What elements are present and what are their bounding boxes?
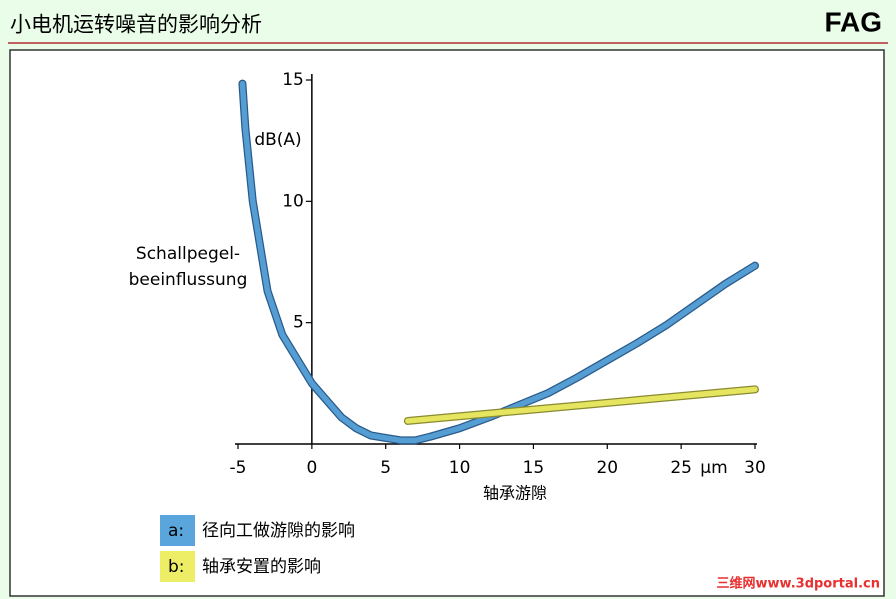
- line: [405, 386, 758, 424]
- panel: [9, 49, 885, 597]
- x-tick-label: 5: [380, 458, 391, 478]
- y-axis-label: beeinflussung: [129, 270, 248, 290]
- x-axis-label: 轴承游隙: [483, 484, 547, 503]
- line: [239, 80, 758, 444]
- y-tick-label: 10: [282, 191, 304, 211]
- y-unit: dB(A): [254, 130, 301, 150]
- x-tick-label: 0: [306, 458, 317, 478]
- legend-label: 轴承安置的影响: [202, 557, 321, 577]
- y-tick-label: 15: [282, 70, 304, 90]
- page-title: 小电机运转噪音的影响分析: [10, 13, 262, 37]
- legend-label: 径向工做游隙的影响: [202, 521, 355, 541]
- x-tick-label: 25: [670, 458, 692, 478]
- logo: FAG: [824, 6, 882, 37]
- y-axis-label: Schallpegel-: [136, 244, 240, 264]
- legend-swatch: [160, 551, 195, 582]
- watermark: 三维网www.3dportal.cn: [717, 576, 880, 592]
- legend-key: b:: [168, 557, 185, 577]
- x-tick-label: -5: [230, 458, 247, 478]
- x-tick-label: 20: [596, 458, 618, 478]
- x-tick-label: 30: [744, 458, 766, 478]
- x-tick-label: 15: [523, 458, 545, 478]
- x-unit: μm: [700, 458, 727, 478]
- y-tick-label: 5: [293, 313, 304, 333]
- legend-key: a:: [168, 521, 184, 541]
- x-tick-label: 10: [449, 458, 471, 478]
- legend-swatch: [160, 515, 195, 546]
